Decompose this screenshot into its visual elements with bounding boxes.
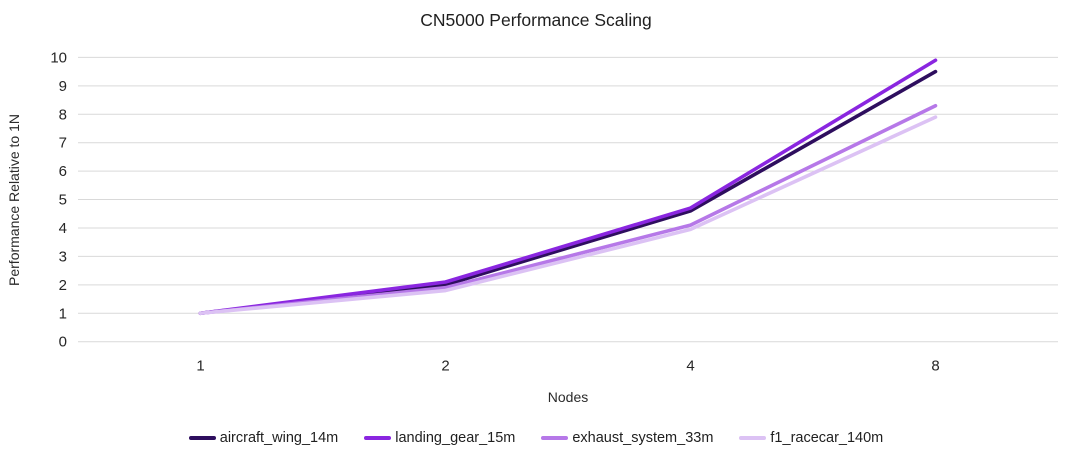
y-tick-label: 0 (59, 334, 67, 351)
legend-line-swatch (188, 436, 216, 440)
y-tick-label: 5 (59, 192, 67, 209)
legend-line-swatch (541, 436, 569, 440)
legend-item-exhaust_system_33m: exhaust_system_33m (541, 430, 713, 446)
y-tick-label: 1 (59, 305, 67, 322)
y-tick-label: 9 (59, 78, 67, 95)
legend-line-swatch (364, 436, 392, 440)
series-line-aircraft_wing_14m (198, 69, 938, 316)
legend: aircraft_wing_14m landing_gear_15m exhaust… (0, 430, 1072, 446)
x-tick-label: 4 (686, 358, 694, 375)
legend-label: landing_gear_15m (395, 430, 516, 446)
y-axis-title: Performance Relative to 1N (6, 114, 22, 286)
legend-label: exhaust_system_33m (572, 430, 714, 446)
y-tick-label: 6 (59, 163, 67, 180)
y-tick-label: 3 (59, 248, 67, 265)
y-tick-label: 8 (59, 106, 67, 123)
y-tick-label: 2 (59, 277, 67, 294)
legend-item-f1_racecar_140m: f1_racecar_140m (739, 430, 883, 446)
x-tick-label: 1 (196, 358, 204, 375)
y-tick-label: 10 (50, 49, 67, 66)
y-tick-label: 4 (59, 220, 67, 237)
legend-label: aircraft_wing_14m (219, 430, 339, 446)
series-line-landing_gear_15m (198, 58, 938, 316)
legend-item-aircraft_wing_14m: aircraft_wing_14m (188, 430, 339, 446)
legend-line-swatch (739, 436, 767, 440)
y-tick-label: 7 (59, 135, 67, 152)
x-tick-label: 2 (441, 358, 449, 375)
legend-label: f1_racecar_140m (770, 430, 884, 446)
legend-item-landing_gear_15m: landing_gear_15m (364, 430, 515, 446)
series-line-f1_racecar_140m (198, 115, 938, 316)
series-line-exhaust_system_33m (198, 103, 938, 316)
x-axis-title: Nodes (547, 389, 589, 405)
x-tick-label: 8 (931, 358, 939, 375)
chart-title: CN5000 Performance Scaling (420, 10, 652, 30)
